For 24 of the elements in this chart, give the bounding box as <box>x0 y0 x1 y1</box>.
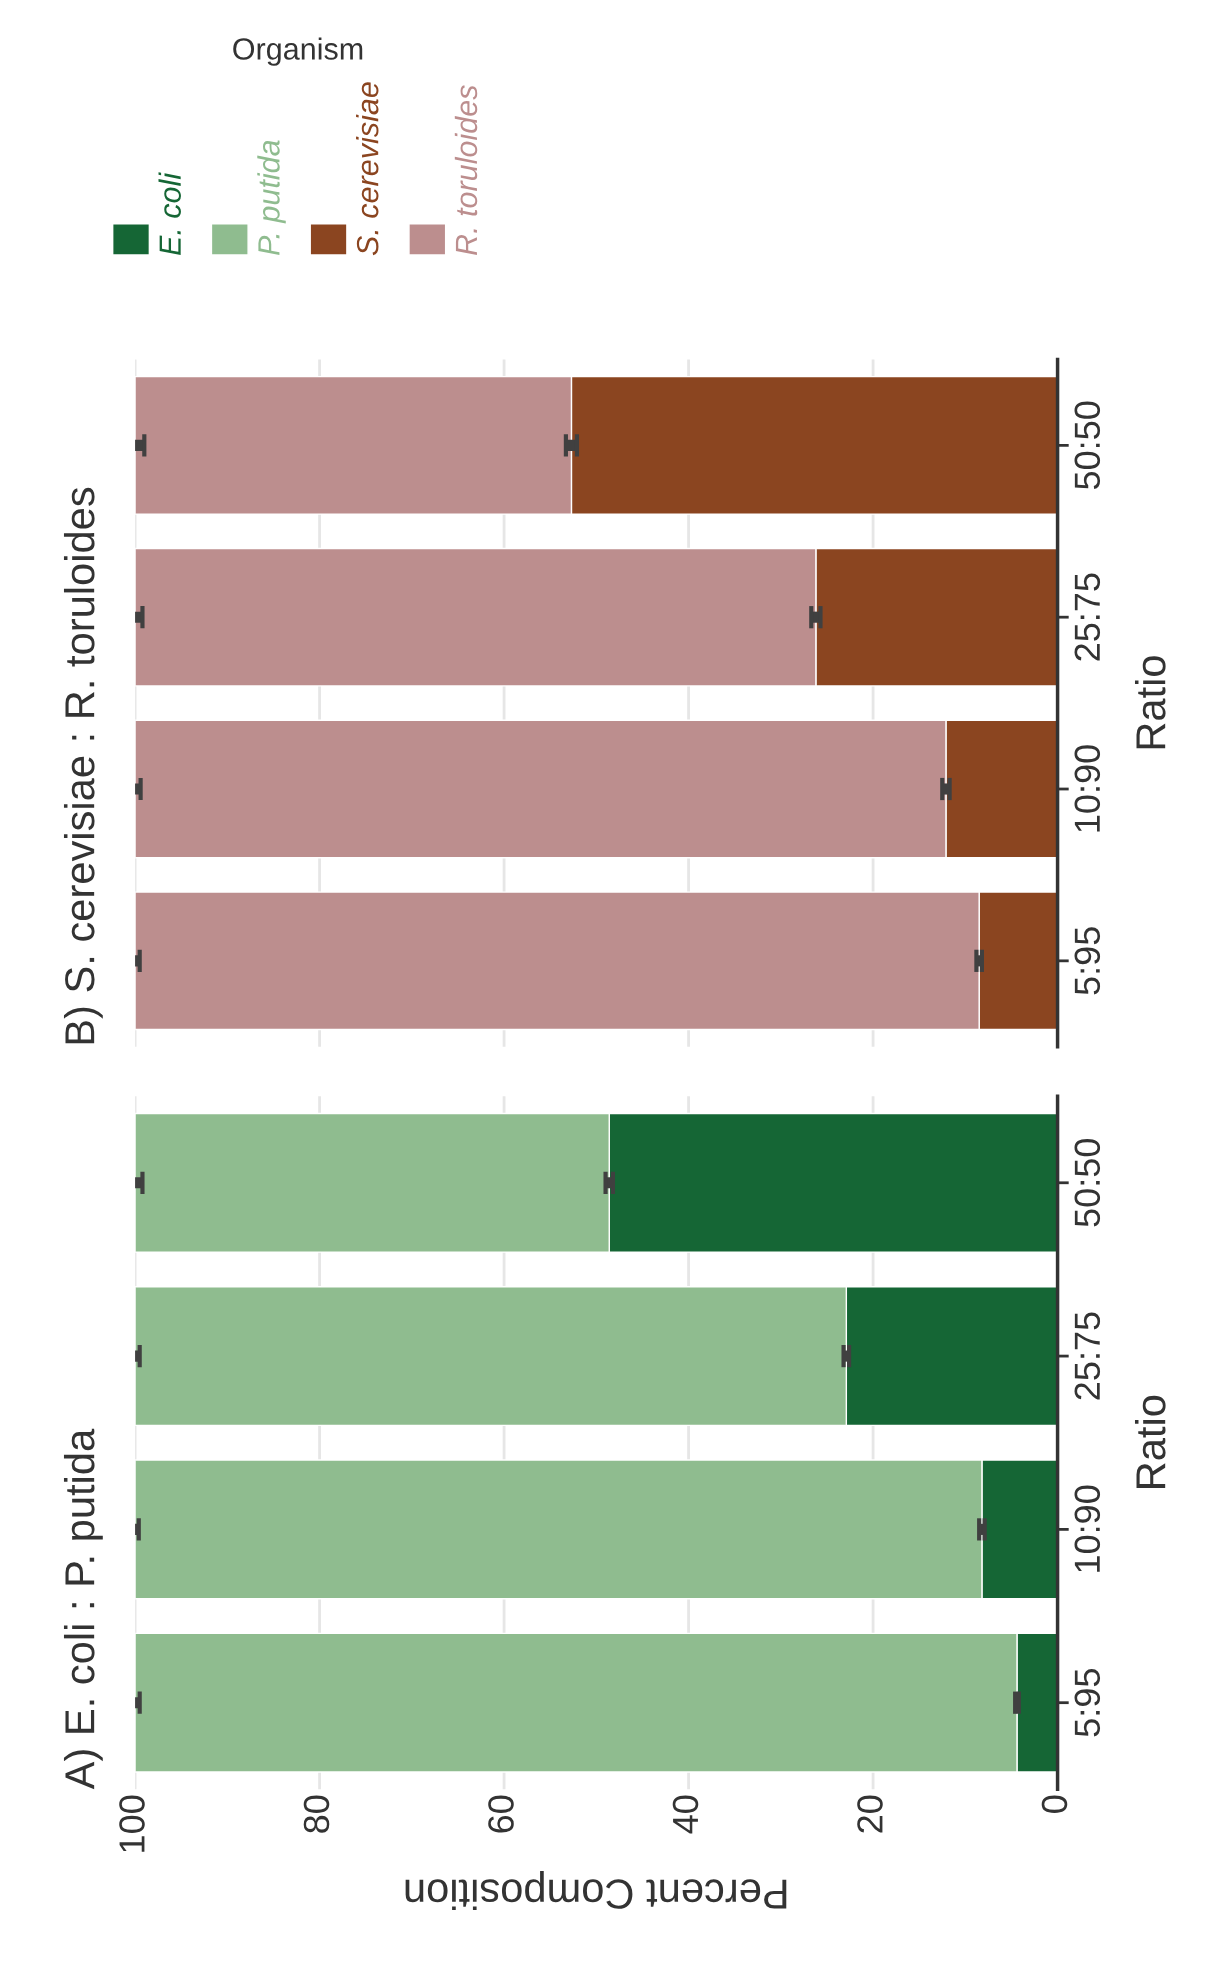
legend-title: Organism <box>233 37 363 66</box>
text: P. putida <box>257 140 286 256</box>
x-tick-label: 0 <box>1041 1795 1068 1813</box>
y-tick-label: 10:90 <box>1074 745 1101 832</box>
text: A) E. coli : P. putida <box>63 1428 103 1790</box>
y-tick-label: 5:95 <box>1074 927 1101 995</box>
y-tick-label: 5:95 <box>1074 1669 1101 1737</box>
y-tick-label: 50:50 <box>1074 1139 1101 1227</box>
x-tick-label: 40 <box>672 1795 699 1834</box>
x-tick-label: 60 <box>488 1795 514 1833</box>
x-tick-label: 100 <box>119 1795 145 1852</box>
y-axis-title: Ratio <box>1134 656 1166 749</box>
text: E. coli <box>158 172 181 256</box>
x-tick-label: 80 <box>303 1795 330 1833</box>
text: S. cerevisiae <box>356 82 379 256</box>
y-tick-label: 25:75 <box>1074 1312 1101 1400</box>
y-tick-label: 50:50 <box>1074 401 1101 490</box>
y-axis-title: Ratio <box>1134 1395 1166 1488</box>
text: B) S. cerevisiae : R. toruloides <box>63 487 103 1044</box>
x-axis-title: Percent Composition <box>405 1871 787 1910</box>
y-tick-label: 10:90 <box>1074 1485 1101 1572</box>
y-tick-label: 25:75 <box>1074 573 1101 661</box>
x-tick-label: 20 <box>857 1795 883 1833</box>
text: R. toruloides <box>454 85 478 256</box>
